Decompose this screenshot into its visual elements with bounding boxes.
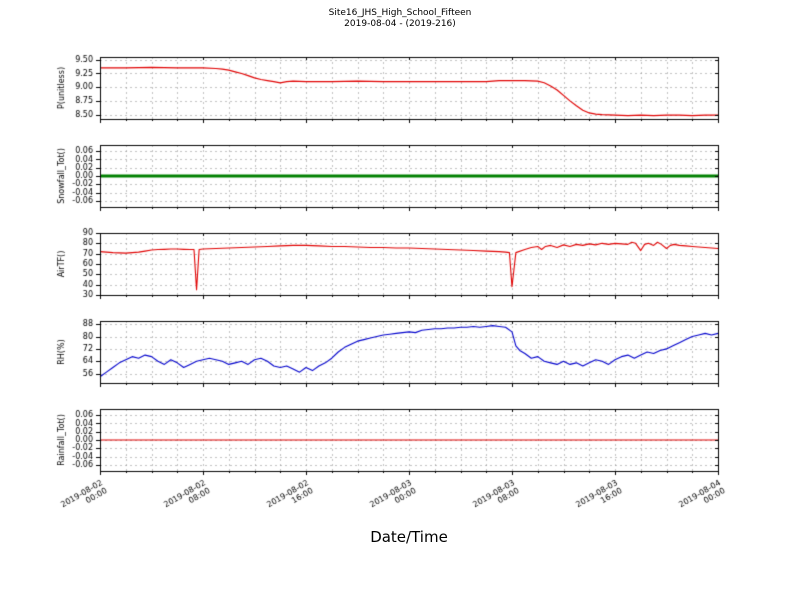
x-axis-label: Date/Time: [370, 528, 448, 546]
